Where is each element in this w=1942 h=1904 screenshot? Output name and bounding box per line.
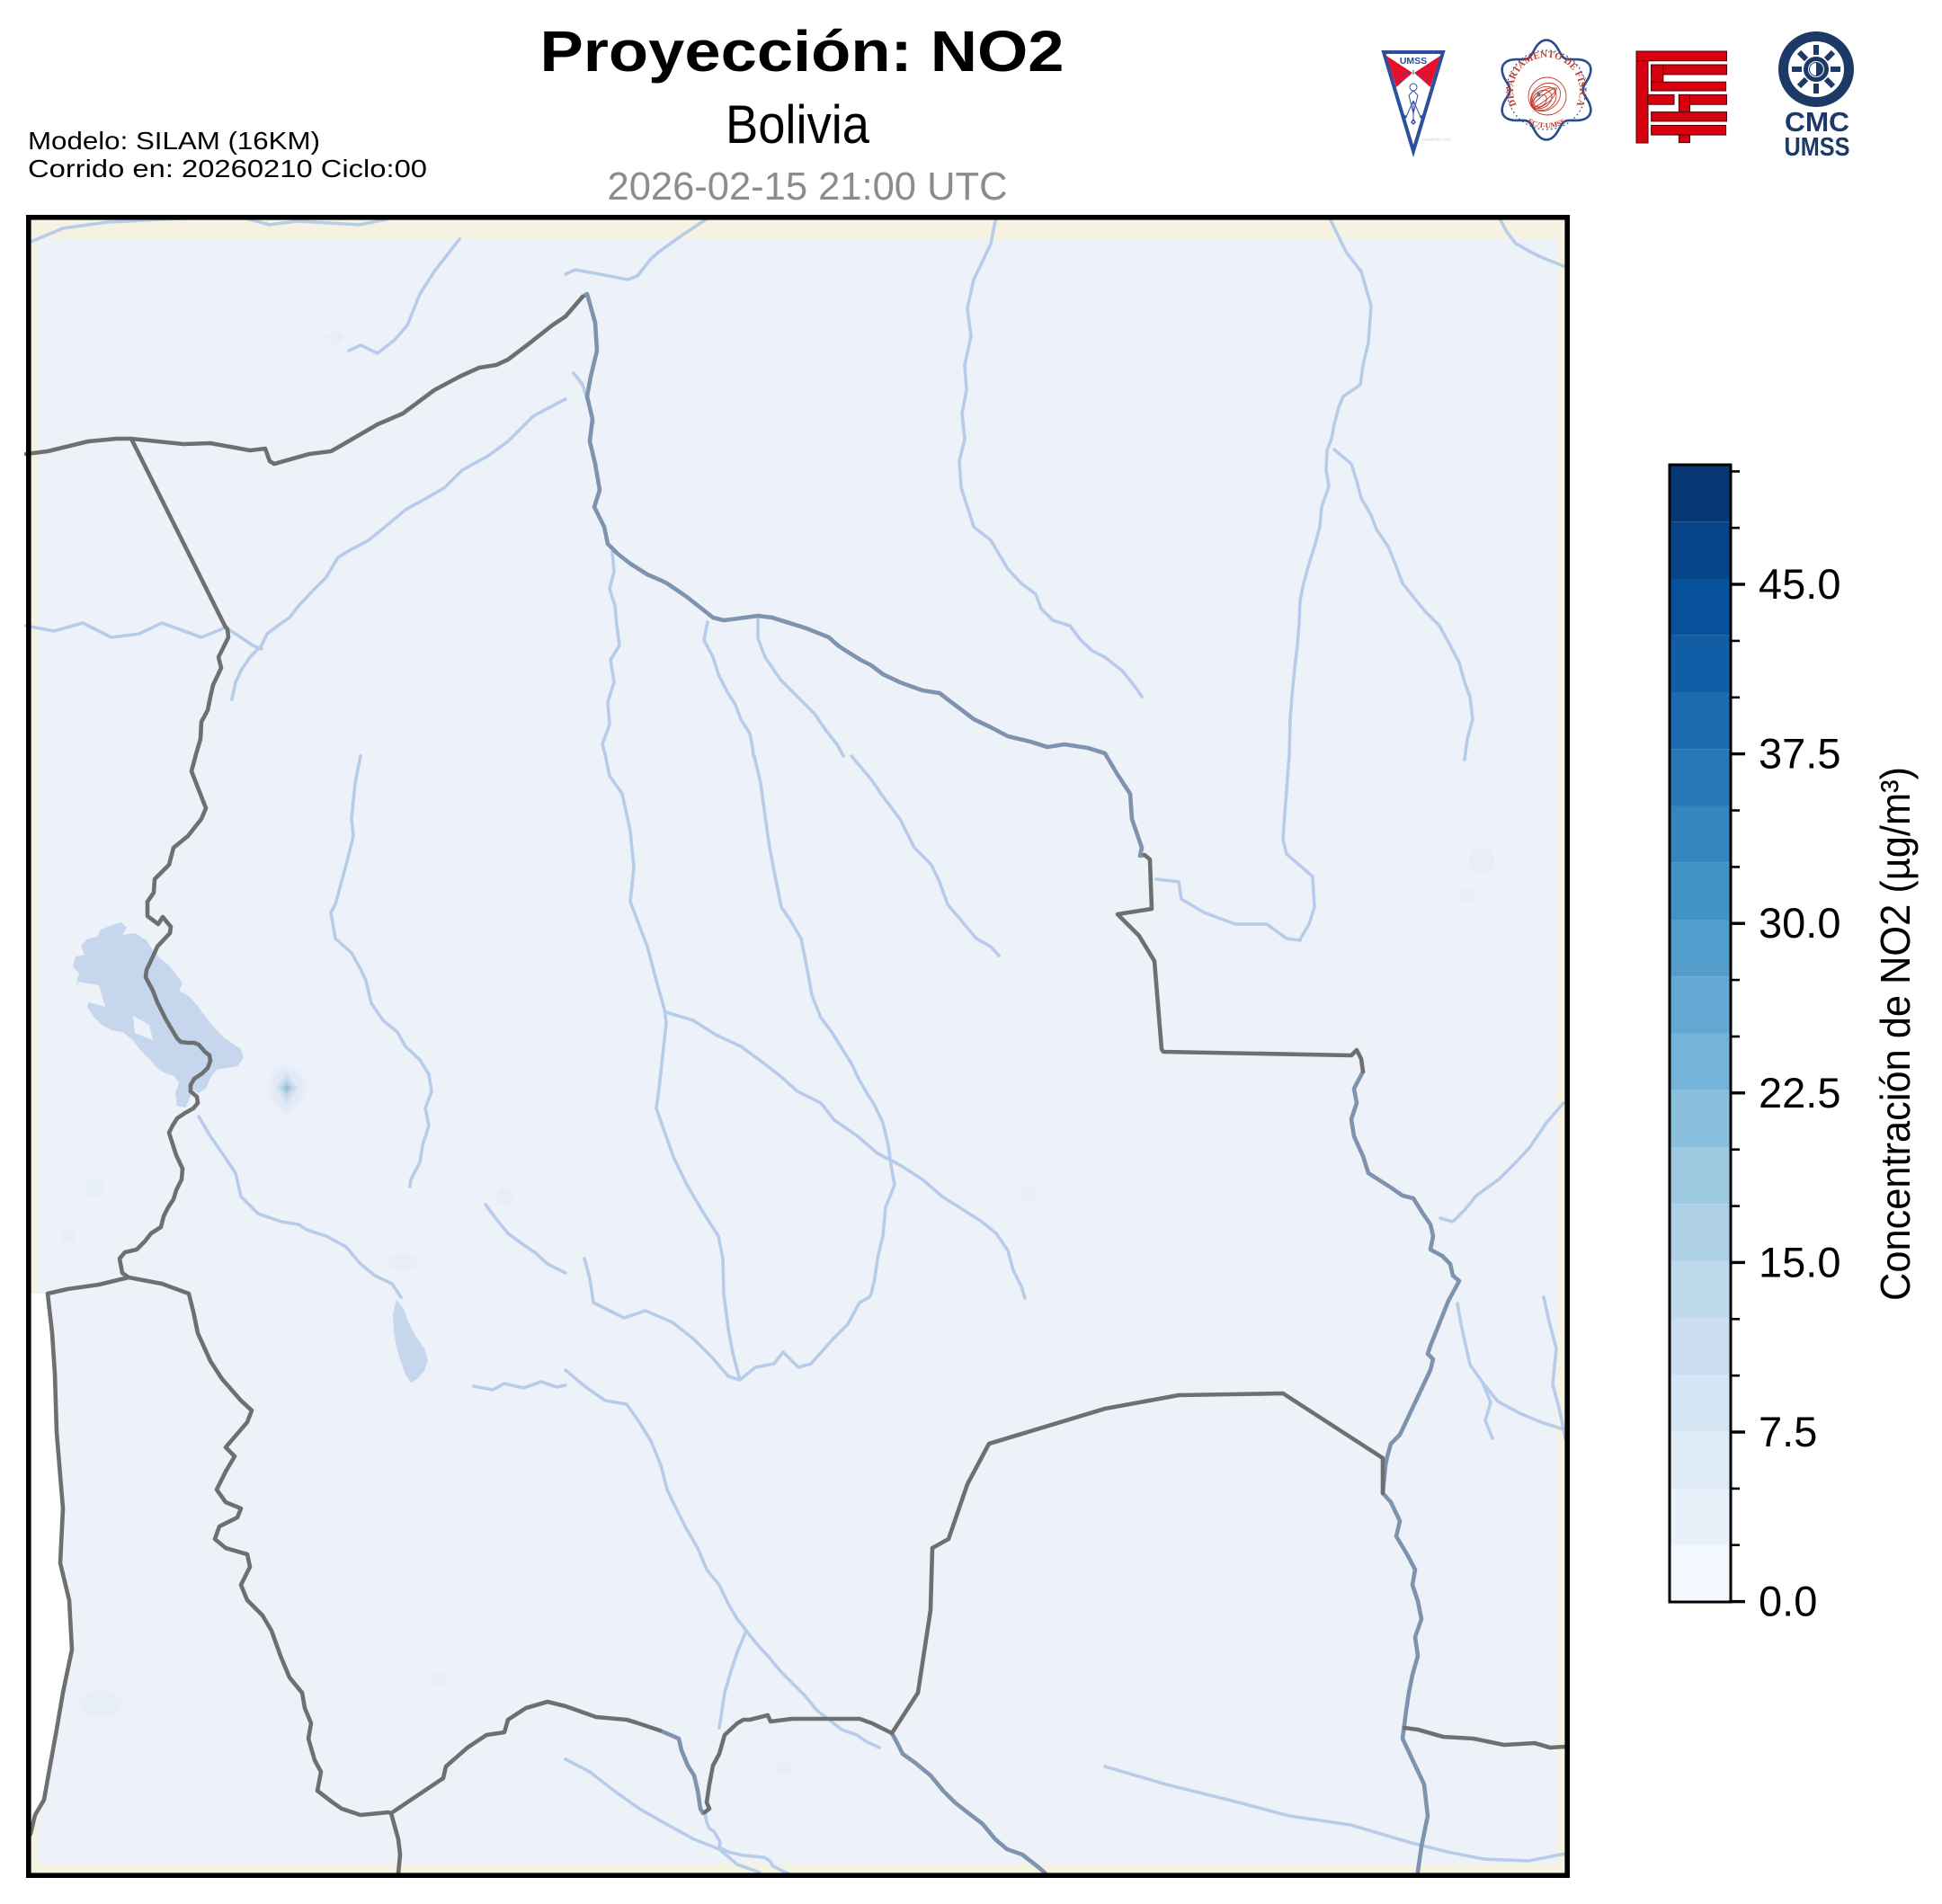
svg-text:CMC: CMC (1785, 106, 1849, 138)
svg-text:45.0: 45.0 (1759, 560, 1840, 608)
svg-text:Proyección: NO2: Proyección: NO2 (540, 19, 1065, 84)
svg-text:37.5: 37.5 (1759, 730, 1840, 778)
svg-text:Concentración de NO2 (µg/m³): Concentración de NO2 (µg/m³) (1872, 767, 1919, 1301)
svg-text:15.0: 15.0 (1759, 1238, 1840, 1286)
svg-text:creadictivo.com: creadictivo.com (1422, 138, 1451, 142)
svg-text:FC/T-UMSS: FC/T-UMSS (1527, 117, 1567, 129)
svg-text:UMSS: UMSS (1400, 56, 1427, 67)
svg-text:30.0: 30.0 (1759, 899, 1840, 947)
svg-text:UMSS: UMSS (1785, 133, 1850, 162)
svg-text:Bolivia: Bolivia (726, 94, 870, 155)
svg-text:Corrido en: 20260210 Ciclo:00: Corrido en: 20260210 Ciclo:00 (28, 155, 427, 182)
svg-text:7.5: 7.5 (1759, 1408, 1817, 1455)
svg-text:Modelo: SILAM (16KM): Modelo: SILAM (16KM) (28, 127, 320, 155)
svg-text:0.0: 0.0 (1759, 1578, 1817, 1625)
svg-text:2026-02-15 21:00 UTC: 2026-02-15 21:00 UTC (608, 165, 1008, 209)
svg-text:22.5: 22.5 (1759, 1069, 1840, 1117)
